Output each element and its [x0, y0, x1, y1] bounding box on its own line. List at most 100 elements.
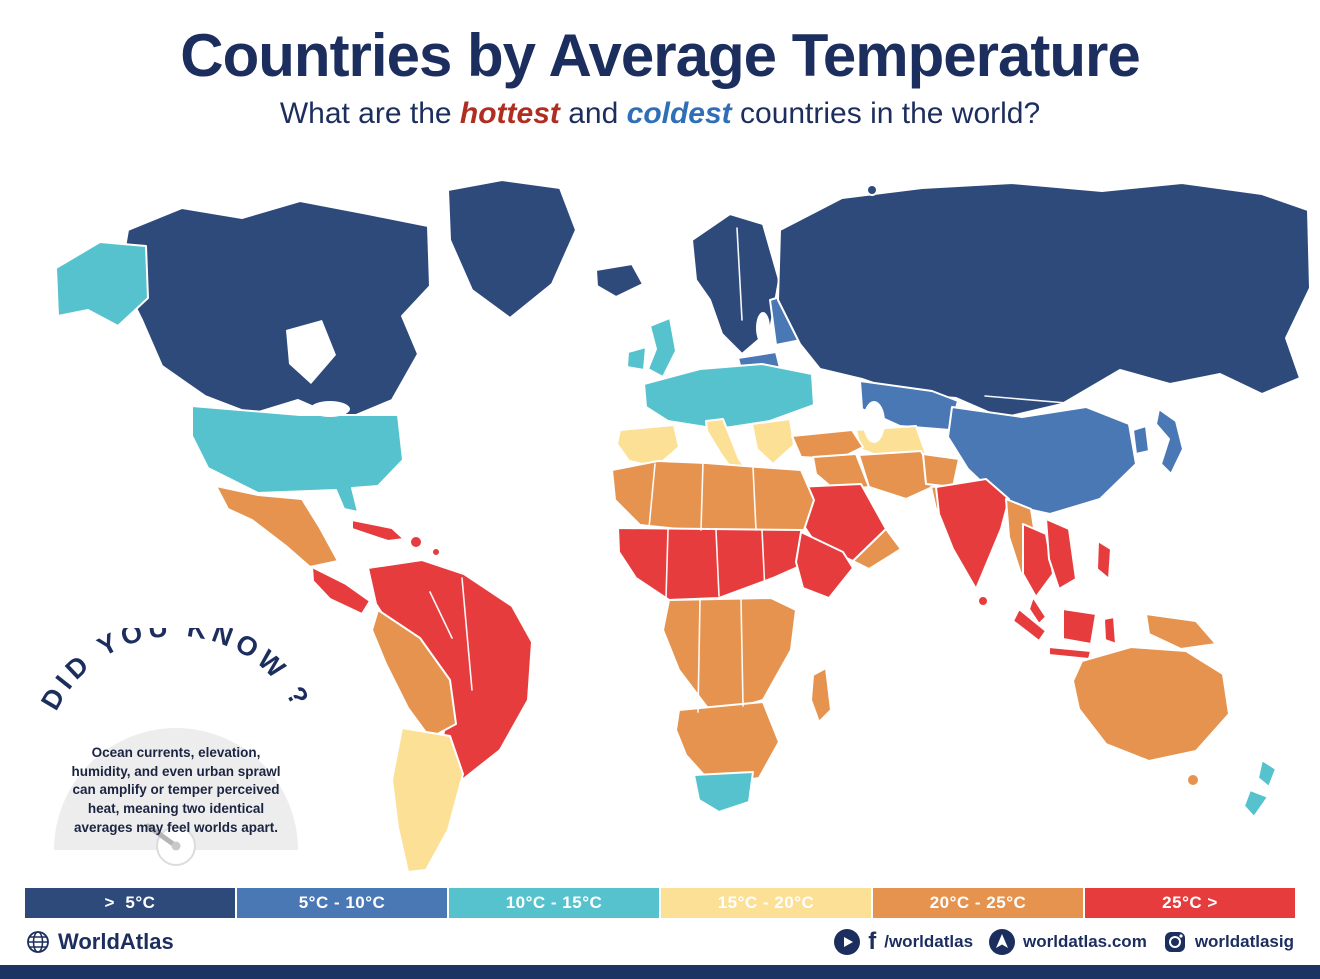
social-handle: worldatlas.com [1023, 931, 1147, 951]
central-africa-shape [662, 597, 797, 716]
antilles-shape [431, 547, 441, 557]
sri-lanka-shape [977, 595, 989, 607]
globe-icon [27, 930, 49, 953]
turkey-shape [791, 429, 864, 460]
temperature-legend: > 5°C 5°C - 10°C 10°C - 15°C 15°C - 20°C… [25, 888, 1295, 918]
caspian-sea-shape [863, 401, 885, 443]
gauge-needle-icon [145, 823, 196, 866]
north-africa-shape [611, 460, 815, 533]
legend-item-10-15: 10°C - 15°C [449, 888, 659, 918]
greenland-shape [447, 179, 577, 319]
subtitle: What are the hottest and coldest countri… [0, 97, 1320, 131]
did-you-know-callout: DID YOU KNOW ? Ocean currents, elevation… [26, 628, 326, 880]
subtitle-hottest: hottest [459, 97, 560, 130]
new-zealand-south-shape [1243, 789, 1269, 818]
korea-shape [1132, 425, 1150, 455]
worldatlas-brand: WorldAtlas [26, 929, 174, 955]
yemen-oman-shape [852, 528, 902, 570]
chile-argentina-shape [391, 727, 464, 873]
central-europe-shape [643, 363, 815, 430]
horn-of-africa-shape [795, 531, 854, 599]
balkans-greece-shape [751, 418, 795, 465]
brand-text: WorldAtlas [58, 928, 174, 954]
hudson-bay-shape [286, 320, 336, 384]
iceland-shape [595, 263, 644, 298]
did-you-know-text: Ocean currents, elevation, humidity, and… [71, 745, 281, 835]
social-link-instagram[interactable]: worldatlasig [1163, 930, 1294, 954]
region-oceania [1072, 646, 1277, 818]
central-america-shape [311, 566, 371, 615]
cuba-shape [351, 519, 405, 542]
svalbard-shape [866, 184, 878, 196]
malaysia-shape [1028, 596, 1047, 625]
afghanistan-shape [922, 453, 960, 488]
hispaniola-shape [409, 535, 423, 549]
usa-shape [191, 405, 404, 513]
great-lakes-shape [310, 401, 350, 417]
worldatlas-pin-icon [989, 928, 1016, 955]
region-europe [595, 213, 815, 475]
uk-shape [647, 317, 677, 378]
region-asia [777, 182, 1311, 660]
subtitle-coldest: coldest [626, 97, 732, 130]
philippines-shape [1096, 540, 1112, 580]
bottom-bar [0, 965, 1320, 979]
mexico-shape [215, 485, 339, 568]
iran-shape [858, 450, 940, 500]
social-handle: /worldatlas [884, 931, 974, 951]
legend-item-15-20: 15°C - 20°C [661, 888, 871, 918]
russia-shape [777, 182, 1311, 419]
australia-shape [1072, 646, 1230, 762]
baltic-sea-shape [756, 312, 770, 344]
social-handle: worldatlasig [1194, 931, 1294, 951]
youtube-icon [834, 928, 861, 955]
south-africa-shape [693, 771, 754, 813]
legend-label: > 5°C [104, 893, 156, 912]
did-you-know-dome [54, 728, 298, 850]
legend-label: 15°C - 20°C [717, 893, 815, 912]
japan-shape [1155, 408, 1184, 475]
header: Countries by Average Temperature What ar… [0, 24, 1320, 131]
new-guinea-shape [1145, 613, 1217, 650]
madagascar-shape [810, 667, 832, 723]
region-africa [611, 460, 854, 813]
did-you-know-graphic: DID YOU KNOW ? [35, 628, 317, 866]
legend-item-20-25: 20°C - 25°C [873, 888, 1083, 918]
canada-shape [119, 200, 431, 421]
social-links: f /worldatlas worldatlas.com worldatlasi… [834, 927, 1294, 955]
svg-text:DID YOU KNOW ?: DID YOU KNOW ? [35, 628, 317, 715]
facebook-icon: f [868, 927, 877, 955]
ireland-shape [626, 346, 647, 371]
java-shape [1048, 646, 1092, 660]
country-borders [429, 227, 1091, 713]
instagram-icon [1164, 931, 1185, 952]
sulawesi-shape [1103, 616, 1117, 645]
vietnam-shape [1045, 518, 1077, 590]
thailand-shape [1022, 523, 1054, 598]
legend-item-gt25: 25°C > [1085, 888, 1295, 918]
legend-label: 10°C - 15°C [505, 893, 603, 912]
sahel-west-africa-shape [617, 527, 810, 601]
did-you-know-heading: DID YOU KNOW ? [35, 628, 312, 715]
tasmania-shape [1186, 773, 1200, 787]
social-link-website[interactable]: worldatlas.com [989, 928, 1147, 955]
legend-label: 20°C - 25°C [929, 893, 1027, 912]
region-north-america [55, 179, 577, 615]
world-map [55, 179, 1311, 873]
legend-item-5-10: 5°C - 10°C [237, 888, 447, 918]
seas-overlay [286, 312, 885, 443]
borneo-shape [1062, 608, 1097, 645]
footer: WorldAtlas f /worldatlas worldatlas.com [0, 918, 1320, 965]
social-link-worldatlas[interactable]: f /worldatlas [834, 927, 974, 955]
alaska-shape [55, 241, 149, 327]
subtitle-suffix: countries in the world? [731, 97, 1041, 130]
legend-label: 25°C > [1162, 893, 1218, 912]
new-zealand-north-shape [1257, 759, 1277, 788]
subtitle-mid: and [559, 97, 627, 130]
region-south-america [367, 559, 533, 873]
sumatra-shape [1012, 608, 1047, 642]
india-shape [935, 478, 1010, 590]
page-title: Countries by Average Temperature [180, 22, 1140, 89]
legend-item-lt5: > 5°C [25, 888, 235, 918]
